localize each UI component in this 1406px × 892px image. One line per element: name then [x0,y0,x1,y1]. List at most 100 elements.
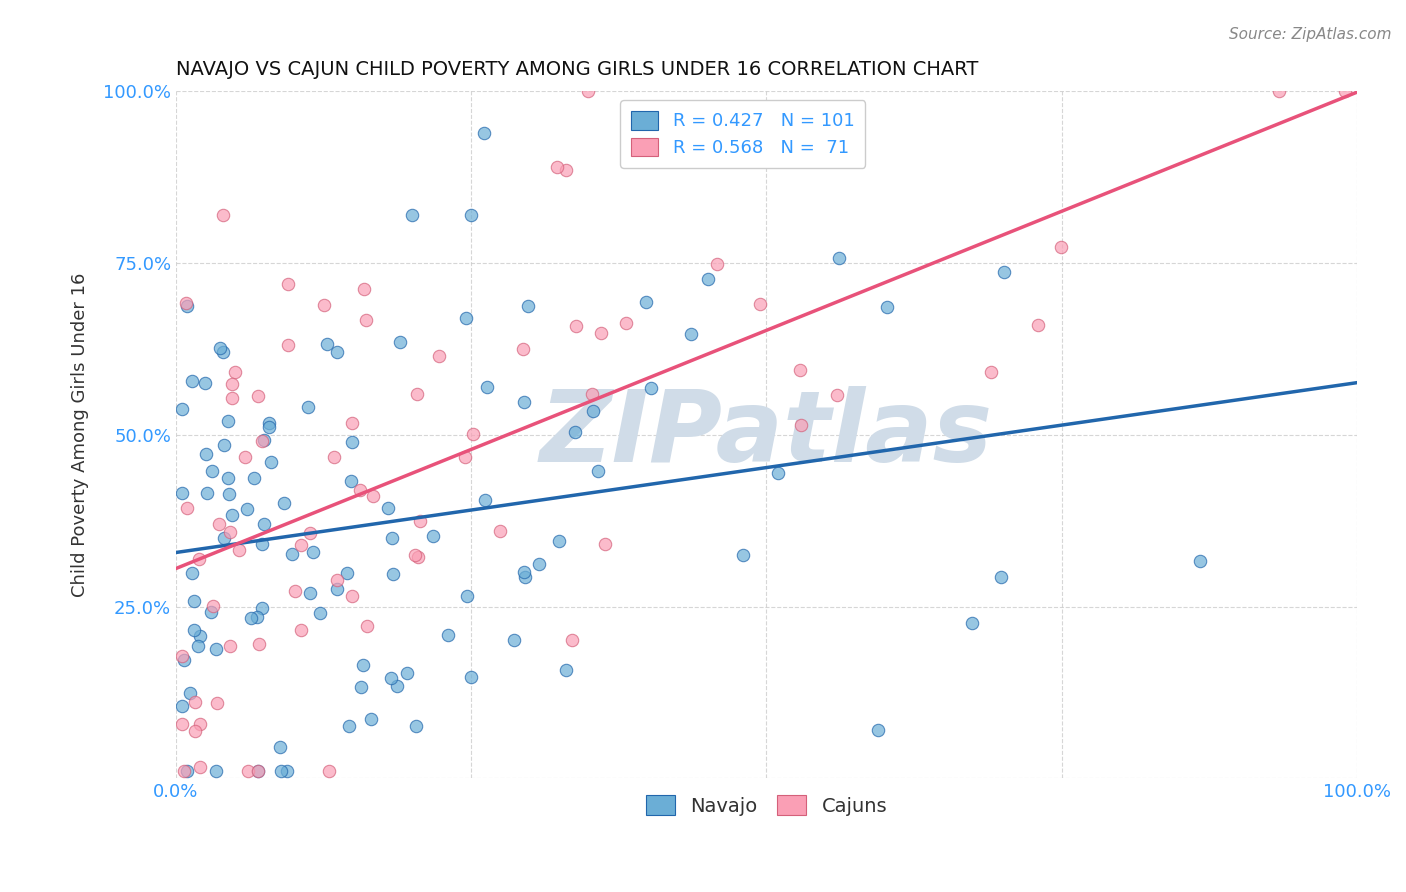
Navajo [352,658,374,673]
Cajuns [429,349,451,363]
Navajo [209,341,232,355]
Navajo [195,486,218,500]
Navajo [513,395,536,409]
Navajo [460,208,482,222]
Navajo [316,337,339,351]
Navajo [214,438,236,452]
Cajuns [238,764,260,779]
Y-axis label: Child Poverty Among Girls Under 16: Child Poverty Among Girls Under 16 [72,273,89,597]
Navajo [381,531,404,545]
Navajo [377,500,399,515]
Navajo [179,686,201,700]
Navajo [194,376,217,390]
Cajuns [249,637,271,651]
Navajo [212,531,235,545]
Cajuns [827,388,849,402]
Navajo [1188,554,1211,568]
Navajo [260,455,283,469]
Cajuns [170,717,193,731]
Navajo [731,548,754,562]
Cajuns [349,483,371,498]
Navajo [634,295,657,310]
Navajo [297,400,319,414]
Navajo [246,764,269,779]
Navajo [250,537,273,551]
Cajuns [546,161,568,175]
Cajuns [565,318,588,333]
Cajuns [188,552,211,566]
Navajo [380,671,402,685]
Cajuns [980,366,1002,380]
Cajuns [406,387,429,401]
Navajo [437,628,460,642]
Navajo [529,558,551,572]
Cajuns [173,764,195,779]
Cajuns [323,450,346,465]
Cajuns [1268,84,1291,98]
Legend: Navajo, Cajuns: Navajo, Cajuns [638,788,896,823]
Navajo [340,435,363,450]
Navajo [876,300,898,314]
Navajo [339,474,361,488]
Navajo [257,420,280,434]
Navajo [513,565,536,579]
Navajo [246,610,269,624]
Navajo [405,719,427,733]
Navajo [217,414,239,428]
Cajuns [789,362,811,376]
Cajuns [224,365,246,379]
Cajuns [614,316,637,330]
Navajo [350,681,373,695]
Navajo [173,653,195,667]
Navajo [382,566,405,581]
Navajo [422,529,444,543]
Cajuns [221,391,243,405]
Cajuns [489,524,512,538]
Navajo [827,251,849,265]
Navajo [474,493,496,508]
Navajo [257,416,280,430]
Cajuns [706,257,728,271]
Navajo [360,713,382,727]
Cajuns [228,542,250,557]
Navajo [187,639,209,653]
Navajo [515,570,537,584]
Cajuns [1050,240,1073,254]
Cajuns [408,549,430,564]
Navajo [766,466,789,480]
Cajuns [512,343,534,357]
Cajuns [221,377,243,392]
Navajo [176,764,198,779]
Cajuns [314,298,336,312]
Cajuns [353,282,375,296]
Cajuns [404,548,426,562]
Cajuns [218,639,240,653]
Navajo [460,671,482,685]
Navajo [195,447,218,461]
Cajuns [174,296,197,310]
Cajuns [284,584,307,599]
Navajo [170,402,193,417]
Navajo [868,723,890,737]
Navajo [308,606,330,620]
Text: ZIPatlas: ZIPatlas [540,386,993,483]
Navajo [269,739,291,754]
Navajo [276,764,298,779]
Cajuns [184,694,207,708]
Navajo [960,615,983,630]
Navajo [326,582,349,596]
Cajuns [591,326,613,340]
Navajo [335,566,357,581]
Navajo [217,471,239,485]
Cajuns [453,450,475,465]
Navajo [547,534,569,549]
Navajo [517,299,540,313]
Cajuns [463,427,485,442]
Navajo [170,699,193,714]
Cajuns [318,764,340,779]
Cajuns [205,697,228,711]
Cajuns [176,501,198,516]
Navajo [180,566,202,580]
Navajo [302,544,325,558]
Cajuns [188,717,211,731]
